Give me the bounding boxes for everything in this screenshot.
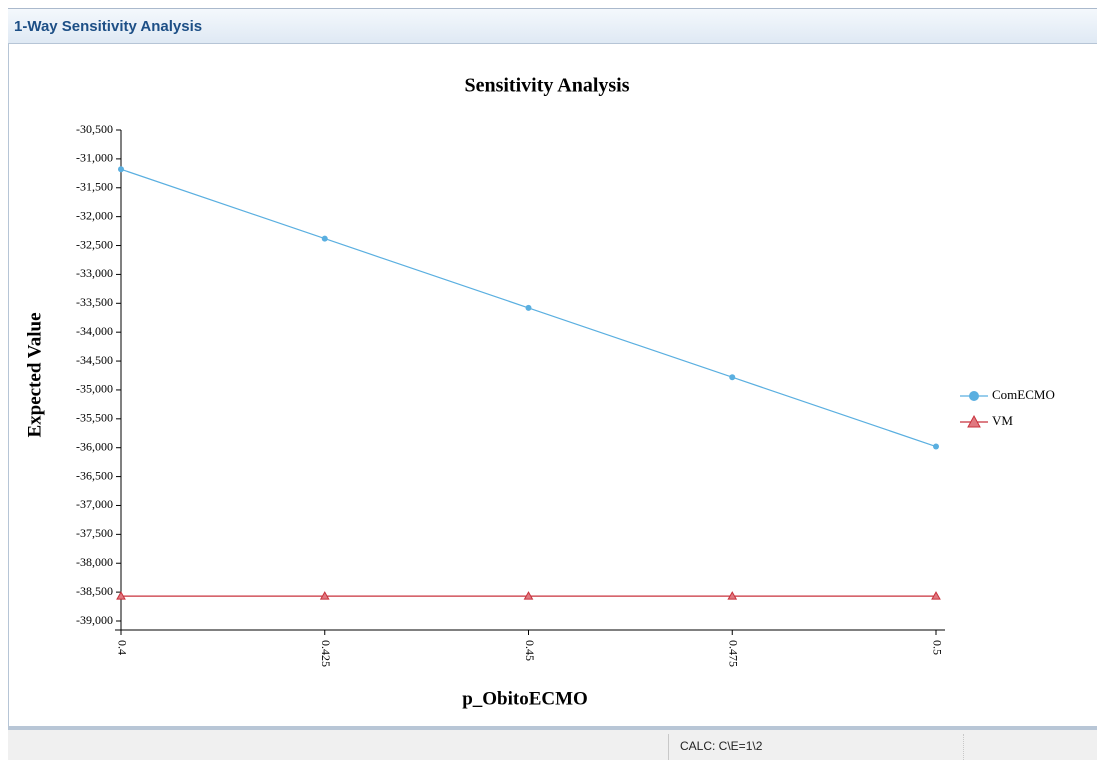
separator (668, 734, 669, 760)
data-point (116, 591, 126, 600)
status-text: CALC: C\E=1\2 (680, 739, 763, 753)
panel-header: 1-Way Sensitivity Analysis (8, 8, 1097, 44)
chart-title: Sensitivity Analysis (464, 75, 629, 97)
x-tick-label: 0.475 (727, 640, 741, 667)
y-tick-label: -38,000 (76, 555, 113, 569)
y-axis-label: Expected Value (24, 312, 45, 437)
y-tick-label: -38,500 (76, 584, 113, 598)
y-tick-label: -35,500 (76, 411, 113, 425)
y-tick-label: -33,000 (76, 266, 113, 280)
y-tick-label: -31,500 (76, 180, 113, 194)
y-tick-label: -36,500 (76, 468, 113, 482)
status-bar: CALC: C\E=1\2 (8, 726, 1097, 760)
y-tick-label: -36,000 (76, 439, 113, 453)
data-point (933, 443, 939, 450)
y-tick-label: -39,000 (76, 613, 113, 627)
y-tick-label: -34,000 (76, 324, 113, 338)
x-tick-label: 0.4 (115, 640, 129, 655)
separator (963, 734, 964, 760)
legend-marker (967, 414, 981, 428)
legend-label: ComECMO (992, 387, 1055, 402)
data-point (525, 304, 532, 311)
chart: Sensitivity Analysis p_ObitoECMO Expecte… (24, 75, 1055, 710)
y-tick-label: -32,500 (76, 237, 113, 251)
legend-marker (969, 391, 979, 401)
x-tick-label: 0.5 (930, 640, 944, 655)
y-tick-label: -37,500 (76, 526, 113, 540)
data-point (931, 591, 941, 600)
data-point (118, 166, 124, 173)
y-tick-label: -34,500 (76, 353, 113, 367)
data-point (321, 235, 328, 242)
x-axis-label: p_ObitoECMO (462, 688, 588, 709)
x-tick-label: 0.45 (523, 640, 537, 661)
y-tick-label: -32,000 (76, 208, 113, 222)
data-point (729, 374, 736, 381)
panel-body (8, 44, 1097, 726)
data-point (727, 591, 738, 600)
y-tick-label: -37,000 (76, 497, 113, 511)
y-tick-label: -30,500 (76, 122, 113, 136)
data-point (319, 591, 330, 600)
y-tick-label: -35,000 (76, 382, 113, 396)
data-point (523, 591, 534, 600)
legend-label: VM (992, 413, 1013, 428)
panel-title: 1-Way Sensitivity Analysis (14, 18, 203, 35)
y-tick-label: -33,500 (76, 295, 113, 309)
x-tick-label: 0.425 (319, 640, 333, 667)
y-tick-label: -31,000 (76, 151, 113, 165)
